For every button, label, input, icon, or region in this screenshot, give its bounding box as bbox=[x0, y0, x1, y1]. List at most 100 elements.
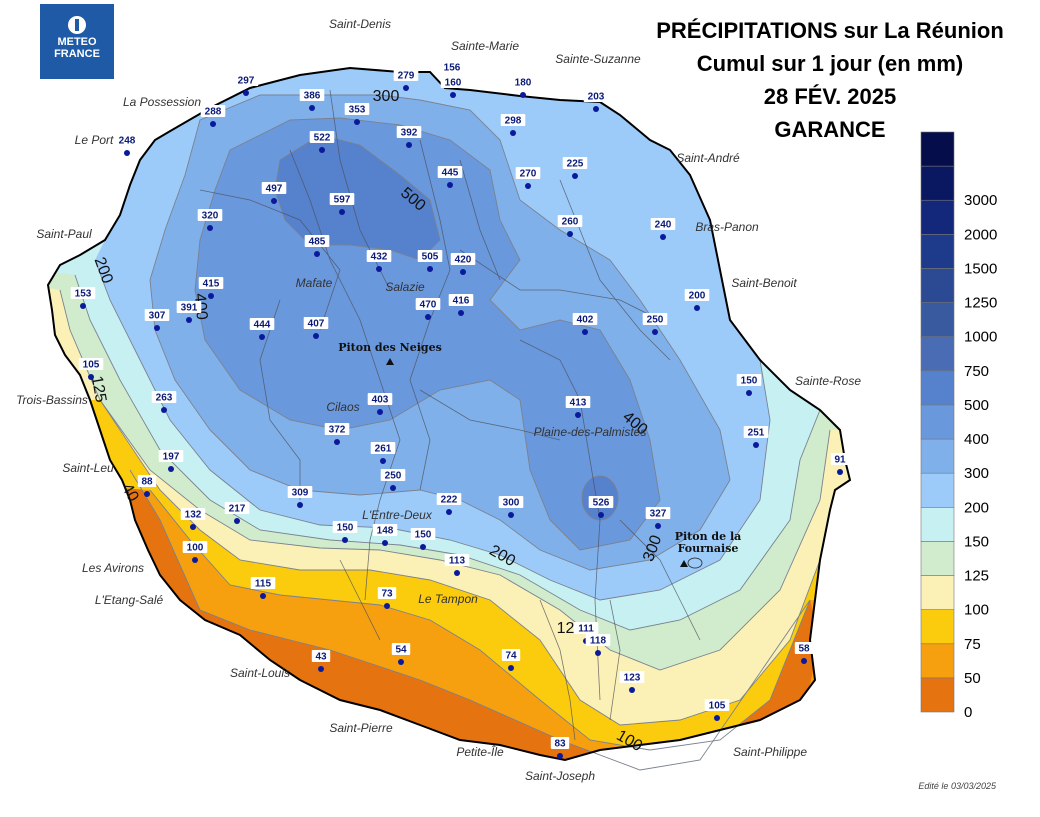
station: 470 bbox=[415, 298, 441, 320]
place-name: Le Port bbox=[75, 133, 114, 147]
map-title: PRÉCIPITATIONS sur La Réunion Cumul sur … bbox=[600, 14, 1040, 146]
station: 403 bbox=[367, 393, 393, 415]
station: 270 bbox=[515, 167, 541, 189]
station-value: 263 bbox=[156, 393, 173, 404]
title-line-3: 28 FÉV. 2025 bbox=[763, 84, 897, 109]
peak-label-piton-de-la-fournaise-2: Fournaise bbox=[678, 542, 739, 555]
station: 150 bbox=[410, 528, 436, 550]
place-name: Saint-Benoit bbox=[731, 276, 797, 290]
station: 91 bbox=[830, 453, 850, 475]
station-dot-icon bbox=[425, 314, 431, 320]
station-value: 180 bbox=[515, 78, 532, 89]
station-value: 115 bbox=[255, 579, 272, 590]
station-dot-icon bbox=[655, 523, 661, 529]
station-value: 391 bbox=[181, 303, 198, 314]
station-dot-icon bbox=[460, 269, 466, 275]
ravine-4 bbox=[409, 139, 451, 491]
legend-swatch bbox=[920, 506, 955, 542]
station-dot-icon bbox=[454, 570, 460, 576]
station: 113 bbox=[444, 554, 470, 576]
station: 522 bbox=[309, 131, 335, 153]
station-dot-icon bbox=[447, 182, 453, 188]
station-value: 160 bbox=[445, 78, 462, 89]
station: 132 bbox=[180, 508, 206, 530]
station-label-box bbox=[565, 396, 591, 408]
legend-swatch bbox=[920, 472, 955, 508]
station-value: 123 bbox=[624, 673, 641, 684]
place-name: Sainte-Rose bbox=[795, 374, 861, 388]
station-dot-icon bbox=[210, 121, 216, 127]
station-value: 132 bbox=[185, 510, 202, 521]
legend-swatch bbox=[920, 234, 955, 269]
station: 263 bbox=[151, 391, 177, 413]
station-dot-icon bbox=[380, 458, 386, 464]
station-label-box bbox=[573, 622, 599, 634]
station: 105 bbox=[78, 358, 104, 380]
place-name: Sainte-Suzanne bbox=[555, 52, 641, 66]
legend-label: 100 bbox=[964, 602, 989, 619]
station-label-box bbox=[176, 301, 202, 313]
station-dot-icon bbox=[593, 106, 599, 112]
station-dot-icon bbox=[339, 209, 345, 215]
station-dot-icon bbox=[377, 409, 383, 415]
legend-label: 75 bbox=[964, 636, 981, 653]
station-value: 118 bbox=[590, 636, 607, 647]
place-name: Le Tampon bbox=[418, 592, 478, 606]
station-dot-icon bbox=[714, 715, 720, 721]
place-name: L'Etang-Salé bbox=[95, 593, 164, 607]
station-value: 309 bbox=[292, 488, 309, 499]
station-label-box bbox=[415, 298, 441, 310]
peak-markers: Piton des Neiges Piton de la Fournaise bbox=[338, 341, 741, 569]
station: 298 bbox=[500, 114, 526, 136]
station-value: 432 bbox=[371, 252, 388, 263]
station: 250 bbox=[642, 313, 668, 335]
station-dot-icon bbox=[190, 524, 196, 530]
station-label-box bbox=[440, 76, 466, 88]
place-name: Plaine-des-Palmistes bbox=[534, 425, 647, 439]
place-name: Saint-André bbox=[676, 151, 740, 165]
station-value: 113 bbox=[449, 556, 466, 567]
place-name: Petite-Île bbox=[456, 744, 504, 759]
place-name: Sainte-Marie bbox=[451, 39, 519, 53]
station-value: 250 bbox=[647, 315, 664, 326]
station: 200 bbox=[684, 289, 710, 311]
station-dot-icon bbox=[420, 544, 426, 550]
place-name: La Possession bbox=[123, 95, 201, 109]
station-value: 470 bbox=[420, 300, 437, 311]
station-value: 597 bbox=[334, 195, 351, 206]
station-label-box bbox=[180, 508, 206, 520]
station-label-box bbox=[250, 577, 276, 589]
station: 445 bbox=[437, 166, 463, 188]
station: 123 bbox=[619, 671, 645, 693]
station-dot-icon bbox=[88, 374, 94, 380]
legend-swatch bbox=[920, 609, 955, 645]
station-value: 43 bbox=[315, 652, 327, 663]
legend-label: 50 bbox=[964, 670, 981, 687]
station-dot-icon bbox=[450, 92, 456, 98]
edited-date: Edité le 03/03/2025 bbox=[918, 781, 996, 791]
place-name: Saint-Joseph bbox=[525, 769, 595, 783]
station-label-box bbox=[436, 493, 462, 505]
station-label-box bbox=[249, 318, 275, 330]
logo-line-2: FRANCE bbox=[54, 48, 100, 60]
station-dot-icon bbox=[161, 407, 167, 413]
place-name: Saint-Pierre bbox=[329, 721, 393, 735]
station-dot-icon bbox=[243, 90, 249, 96]
station-label-box bbox=[78, 358, 104, 370]
station-label-box bbox=[144, 309, 170, 321]
legend-label: 1000 bbox=[964, 329, 997, 346]
station: 432 bbox=[366, 250, 392, 272]
station-label-box bbox=[645, 507, 671, 519]
ravine-9 bbox=[339, 559, 381, 641]
legend-swatch bbox=[920, 268, 955, 303]
place-name: Saint-Denis bbox=[329, 17, 391, 31]
station-label-box bbox=[743, 426, 769, 438]
station-dot-icon bbox=[652, 329, 658, 335]
ravine-12 bbox=[559, 179, 671, 361]
station-value: 148 bbox=[377, 526, 394, 537]
station-dot-icon bbox=[382, 540, 388, 546]
station-label-box bbox=[324, 423, 350, 435]
station-label-box bbox=[439, 61, 465, 73]
station-label-box bbox=[500, 114, 526, 126]
station-value: 320 bbox=[202, 211, 219, 222]
